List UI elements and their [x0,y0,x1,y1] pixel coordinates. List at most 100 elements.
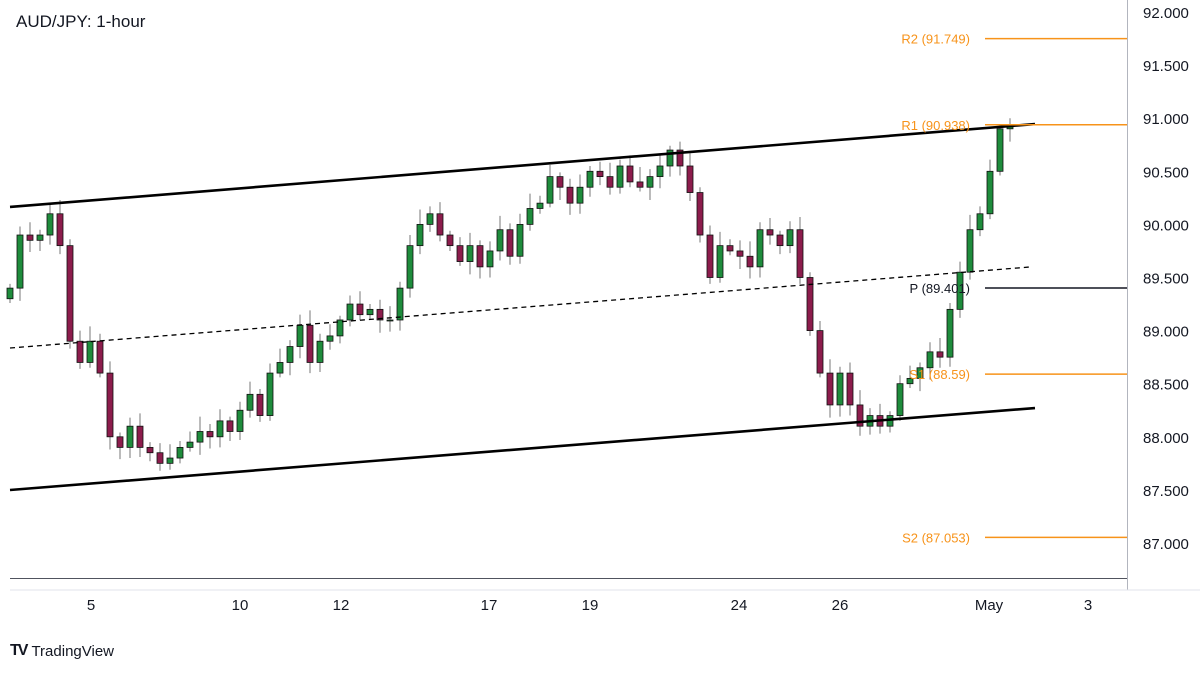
candle [656,165,664,178]
candle [496,229,504,252]
y-tick-label: 88.500 [1143,377,1189,394]
candle [576,186,584,204]
trendline-channel-middle [9,266,1031,349]
candle [526,208,534,225]
brand-name: TradingView [31,642,114,660]
candle [906,377,914,385]
candle [336,319,344,337]
candle [446,234,454,247]
candle [696,192,704,236]
x-tick-label: 19 [582,597,599,614]
candle [246,393,254,411]
candle [46,213,54,236]
candle [26,234,34,241]
candle [356,303,364,316]
candle [916,367,924,379]
candle [286,346,294,363]
candle [106,372,114,438]
candle [426,213,434,225]
candle [786,229,794,247]
candle [136,425,144,448]
y-tick-label: 87.500 [1143,483,1189,500]
candle [416,223,424,247]
candle [486,250,494,268]
y-tick-label: 87.000 [1143,536,1189,553]
y-tick-label: 89.500 [1143,271,1189,288]
x-tick-label: 10 [232,597,249,614]
candle [176,447,184,459]
candle [316,340,324,363]
x-tick-label: 26 [832,597,849,614]
candle [776,234,784,247]
candle [56,213,64,247]
candle [296,324,304,347]
candle [36,234,44,241]
y-tick-label: 90.000 [1143,217,1189,234]
candle [236,409,244,432]
candle [406,245,414,289]
candle [666,149,674,167]
candle [636,181,644,188]
candle [686,165,694,193]
candle [826,372,834,406]
candle [986,170,994,215]
candle [556,176,564,188]
candle [366,308,374,316]
candle [936,351,944,358]
candle [846,372,854,406]
x-tick-label: 3 [1084,597,1092,614]
y-tick-label: 92.000 [1143,5,1189,22]
tradingview-brand: TV TradingView [10,642,114,660]
candle [86,340,94,363]
candle [516,223,524,257]
pivot-level-label: R2 (91.749) [901,32,970,47]
y-tick-label: 90.500 [1143,164,1189,181]
candle [376,308,384,321]
candle [976,213,984,231]
candle [756,229,764,268]
candle [996,128,1004,172]
candle [396,287,404,321]
candle [146,447,154,454]
candle [726,245,734,252]
candle [796,229,804,278]
candle [16,234,24,289]
candle [536,202,544,209]
pivot-level-label: P (89.401) [910,281,970,296]
candle [66,245,74,342]
x-tick-label: 17 [481,597,498,614]
y-tick-label: 91.000 [1143,111,1189,128]
candle [156,452,164,464]
candle [596,170,604,178]
candle [646,176,654,188]
tradingview-logo-icon: TV [10,642,29,659]
y-tick-label: 88.000 [1143,430,1189,447]
candle [256,393,264,416]
x-tick-label: May [975,597,1004,614]
candle [476,245,484,268]
candle [326,335,334,342]
candle [266,372,274,416]
pivot-level-label: R1 (90.938) [901,118,970,133]
candle [466,245,474,262]
candle [96,340,104,374]
candle [436,213,444,236]
candle [716,245,724,278]
trendline-channel-lower [9,406,1036,492]
candle [806,277,814,331]
candle [706,234,714,278]
candle [206,431,214,438]
candle [586,170,594,188]
pivot-level-label: S1 (88.59) [909,367,970,382]
candle [76,340,84,363]
candle [166,457,174,464]
candle [346,303,354,321]
chart-title: AUD/JPY: 1-hour [16,12,146,31]
candle [896,383,904,416]
candle [836,372,844,406]
x-tick-label: 5 [87,597,95,614]
candle [926,351,934,369]
candle [126,425,134,448]
candle [276,362,284,374]
